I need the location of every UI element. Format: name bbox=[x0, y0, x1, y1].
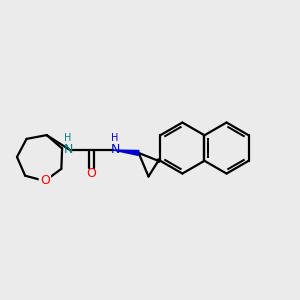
Text: N: N bbox=[63, 142, 73, 155]
Text: H: H bbox=[64, 133, 72, 143]
Text: O: O bbox=[87, 167, 97, 180]
Text: O: O bbox=[40, 175, 50, 188]
Polygon shape bbox=[113, 150, 139, 155]
Text: N: N bbox=[110, 142, 120, 155]
Text: H: H bbox=[111, 133, 119, 143]
